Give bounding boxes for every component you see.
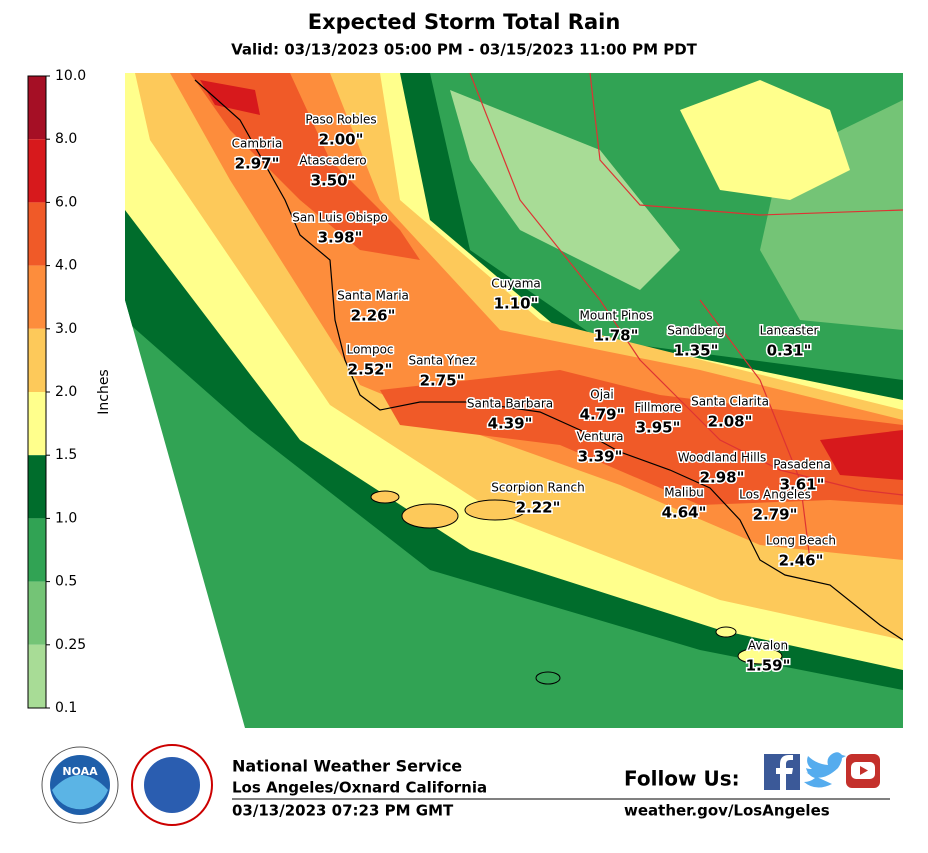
nws-logo bbox=[144, 757, 200, 813]
city-name: Cuyama bbox=[491, 277, 540, 291]
city-name: Santa Ynez bbox=[408, 354, 475, 368]
island bbox=[737, 647, 783, 665]
city-name: Los Angeles bbox=[739, 488, 811, 502]
rain-amount: 2.00" bbox=[319, 131, 364, 149]
legend-tick-label: 0.5 bbox=[55, 574, 77, 590]
rain-amount: 1.59" bbox=[746, 657, 791, 675]
band bbox=[380, 370, 903, 505]
city-name: Lancaster bbox=[760, 324, 819, 338]
rain-amount: 2.98" bbox=[700, 469, 745, 487]
legend-tick-label: 1.5 bbox=[55, 447, 77, 463]
rain-amount: 1.35" bbox=[674, 342, 719, 360]
rain-amount: 4.64" bbox=[662, 504, 707, 522]
legend-tick-label: 3.0 bbox=[55, 321, 77, 337]
rain-amount: 2.79" bbox=[753, 506, 798, 524]
twitter-icon[interactable] bbox=[804, 752, 846, 788]
city-name: Ventura bbox=[577, 430, 624, 444]
band bbox=[190, 73, 420, 260]
rain-amount: 2.75" bbox=[420, 372, 465, 390]
legend-tick-label: 6.0 bbox=[55, 194, 77, 210]
legend-swatch bbox=[28, 139, 46, 203]
band bbox=[820, 430, 903, 480]
legend-label: Inches bbox=[96, 369, 112, 414]
title: Expected Storm Total Rain bbox=[308, 10, 621, 34]
rain-amount: 1.78" bbox=[594, 327, 639, 345]
legend-tick-label: 10.0 bbox=[55, 68, 86, 84]
legend-swatch bbox=[28, 76, 46, 140]
rain-amount: 4.79" bbox=[580, 406, 625, 424]
city-name: Santa Maria bbox=[337, 289, 409, 303]
island bbox=[715, 626, 737, 638]
rain-amount: 2.26" bbox=[351, 307, 396, 325]
legend-swatch bbox=[28, 328, 46, 392]
legend-swatch bbox=[28, 518, 46, 582]
island bbox=[464, 499, 526, 521]
noaa-text: NOAA bbox=[62, 765, 98, 778]
city-name: Avalon bbox=[748, 639, 788, 653]
band bbox=[680, 80, 850, 200]
rain-amount: 3.61" bbox=[780, 476, 825, 494]
band bbox=[450, 90, 680, 290]
island bbox=[535, 671, 561, 685]
city-name: Paso Robles bbox=[305, 113, 376, 127]
legend-swatch bbox=[28, 392, 46, 456]
island bbox=[401, 503, 459, 529]
website: weather.gov/LosAngeles bbox=[624, 802, 830, 820]
rain-amount: 3.39" bbox=[578, 448, 623, 466]
city-name: Fillmore bbox=[634, 401, 681, 415]
city-name: Cambria bbox=[232, 137, 283, 151]
footer: NOAA National Weather Service Los Angele… bbox=[41, 744, 890, 826]
follow-label: Follow Us: bbox=[624, 767, 740, 791]
legend-tick-label: 8.0 bbox=[55, 131, 77, 147]
office: Los Angeles/Oxnard California bbox=[232, 779, 487, 797]
city-name: Santa Clarita bbox=[691, 395, 769, 409]
city-name: Lompoc bbox=[346, 343, 393, 357]
rain-amount: 0.31" bbox=[767, 342, 812, 360]
color-legend: Inches 10.0 8.0 6.0 4.0 3.0 2.0 1.5 1.0 0.5 0.25 0… bbox=[27, 68, 112, 716]
city-name: Santa Barbara bbox=[467, 397, 553, 411]
legend-swatch bbox=[28, 202, 46, 266]
rain-amount: 2.52" bbox=[348, 361, 393, 379]
city-name: Woodland Hills bbox=[678, 451, 766, 465]
island bbox=[370, 490, 400, 504]
city-name: Pasadena bbox=[773, 458, 831, 472]
city-name: Mount Pinos bbox=[580, 309, 653, 323]
city-name: Long Beach bbox=[766, 534, 836, 548]
legend-swatch bbox=[28, 644, 46, 708]
rain-amount: 2.97" bbox=[235, 155, 280, 173]
rain-map bbox=[125, 73, 903, 728]
legend-tick-label: 0.1 bbox=[55, 700, 77, 716]
city-name: Scorpion Ranch bbox=[491, 481, 584, 495]
legend-tick-label: 4.0 bbox=[55, 258, 77, 274]
timestamp: 03/13/2023 07:23 PM GMT bbox=[232, 802, 454, 820]
legend-swatch bbox=[28, 265, 46, 329]
legend-swatch bbox=[28, 581, 46, 645]
rain-amount: 2.08" bbox=[708, 413, 753, 431]
city-name: Atascadero bbox=[299, 154, 366, 168]
legend-tick-label: 0.25 bbox=[55, 637, 86, 653]
city-name: Malibu bbox=[664, 486, 704, 500]
rain-amount: 3.95" bbox=[636, 419, 681, 437]
rain-amount: 4.39" bbox=[488, 415, 533, 433]
legend-swatch bbox=[28, 455, 46, 519]
city-name: Sandberg bbox=[667, 324, 725, 338]
city-name: San Luis Obispo bbox=[292, 211, 387, 225]
legend-tick-label: 2.0 bbox=[55, 384, 77, 400]
city-name: Ojai bbox=[590, 388, 613, 402]
band bbox=[200, 80, 260, 115]
rain-amount: 2.22" bbox=[516, 499, 561, 517]
agency: National Weather Service bbox=[232, 757, 462, 776]
rain-amount: 3.50" bbox=[311, 172, 356, 190]
valid-period: Valid: 03/13/2023 05:00 PM - 03/15/2023 … bbox=[231, 41, 698, 59]
legend-tick-label: 1.0 bbox=[55, 510, 77, 526]
rain-amount: 2.46" bbox=[779, 552, 824, 570]
rain-amount: 1.10" bbox=[494, 295, 539, 313]
rain-amount: 3.98" bbox=[318, 229, 363, 247]
